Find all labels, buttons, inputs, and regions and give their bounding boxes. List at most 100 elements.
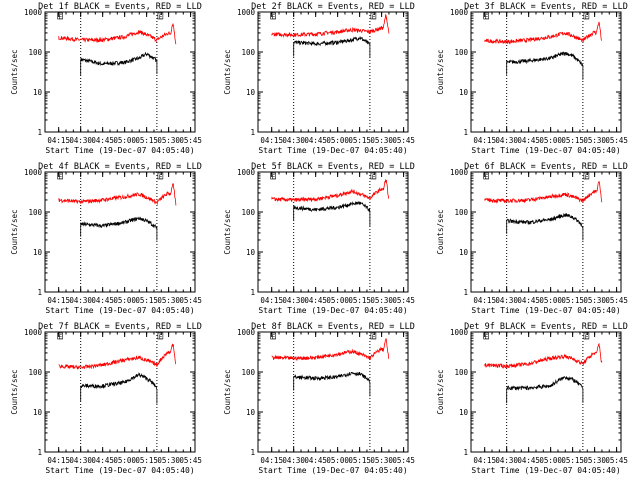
chart-title: Det 9f BLACK = Events, RED = LLD bbox=[464, 322, 628, 332]
x-tick-label: 04:45 bbox=[304, 136, 327, 145]
x-tick-label: 05:45 bbox=[179, 296, 202, 305]
x-tick-label: 04:30 bbox=[69, 136, 92, 145]
events-series-line bbox=[506, 375, 584, 404]
e-marker-label: E bbox=[485, 174, 489, 181]
x-tick-label: 05:45 bbox=[179, 136, 202, 145]
e-marker-box bbox=[57, 12, 63, 20]
x-axis-label: Start Time (19-Dec-07 04:05:40) bbox=[45, 306, 194, 315]
chart-panel-5: Det 5f BLACK = Events, RED = LLD 1 10 100 10… bbox=[223, 162, 415, 315]
x-tick-label: 05:45 bbox=[179, 456, 202, 465]
y-tick-label: 1 bbox=[250, 448, 255, 457]
x-tick-label: 04:15 bbox=[473, 136, 496, 145]
x-tick-label: 05:30 bbox=[370, 456, 393, 465]
x-tick-label: 05:00 bbox=[113, 296, 136, 305]
x-tick-label: 04:30 bbox=[282, 456, 305, 465]
x-tick-label: 05:30 bbox=[157, 456, 180, 465]
y-tick-label: 1 bbox=[250, 288, 255, 297]
e-marker-box bbox=[157, 12, 164, 20]
y-tick-label: 100 bbox=[454, 208, 468, 217]
y-axis-label: Counts/sec bbox=[436, 49, 445, 94]
y-tick-label: 10 bbox=[33, 248, 43, 257]
x-tick-label: 04:45 bbox=[517, 456, 540, 465]
chart-panel-6: Det 6f BLACK = Events, RED = LLD 1 10 100 10… bbox=[436, 162, 628, 315]
plot-frame bbox=[257, 11, 409, 133]
x-tick-label: 05:45 bbox=[605, 456, 628, 465]
e-marker-label: E bbox=[485, 334, 489, 341]
lld-series-line bbox=[58, 343, 177, 370]
x-axis-label: Start Time (19-Dec-07 04:05:40) bbox=[471, 466, 620, 475]
e-marker-label: E bbox=[272, 174, 276, 181]
x-tick-label: 05:30 bbox=[370, 136, 393, 145]
y-tick-label: 100 bbox=[241, 208, 255, 217]
e-marker-box bbox=[270, 332, 276, 340]
e-marker-label: E bbox=[59, 174, 63, 181]
e-marker-box bbox=[370, 332, 377, 340]
x-tick-label: 05:00 bbox=[113, 136, 136, 145]
y-tick-label: 1 bbox=[463, 288, 468, 297]
x-tick-label: 05:00 bbox=[539, 136, 562, 145]
e-marker-box bbox=[57, 172, 63, 180]
y-tick-label: 10 bbox=[246, 248, 256, 257]
e-marker-label: E bbox=[159, 334, 163, 341]
chart-panel-7: Det 7f BLACK = Events, RED = LLD 1 10 100 10… bbox=[10, 322, 202, 475]
e-marker-box bbox=[583, 172, 590, 180]
chart-panel-4: Det 4f BLACK = Events, RED = LLD 1 10 100 10… bbox=[10, 162, 202, 315]
e-marker-box bbox=[370, 12, 377, 20]
lld-series-line bbox=[271, 14, 390, 38]
x-tick-label: 05:45 bbox=[392, 296, 415, 305]
x-tick-label: 05:30 bbox=[157, 136, 180, 145]
x-tick-label: 04:15 bbox=[260, 136, 283, 145]
x-tick-label: 05:15 bbox=[135, 136, 158, 145]
e-marker-box bbox=[370, 172, 377, 180]
x-axis-label: Start Time (19-Dec-07 04:05:40) bbox=[471, 146, 620, 155]
chart-title: Det 3f BLACK = Events, RED = LLD bbox=[464, 2, 628, 12]
y-tick-label: 1000 bbox=[24, 328, 43, 337]
x-tick-label: 05:15 bbox=[561, 136, 584, 145]
e-marker-label: E bbox=[372, 174, 376, 181]
chart-panel-9: Det 9f BLACK = Events, RED = LLD 1 10 100 10… bbox=[436, 322, 628, 475]
x-tick-label: 04:45 bbox=[517, 296, 540, 305]
y-tick-label: 10 bbox=[246, 408, 256, 417]
x-tick-label: 04:45 bbox=[517, 136, 540, 145]
y-tick-label: 10 bbox=[459, 88, 469, 97]
y-axis-label: Counts/sec bbox=[10, 369, 19, 414]
y-tick-label: 1 bbox=[463, 448, 468, 457]
x-tick-label: 05:15 bbox=[348, 296, 371, 305]
x-tick-label: 05:30 bbox=[370, 296, 393, 305]
y-tick-label: 100 bbox=[28, 208, 42, 217]
x-tick-label: 04:30 bbox=[69, 456, 92, 465]
e-marker-box bbox=[270, 172, 276, 180]
x-axis-label: Start Time (19-Dec-07 04:05:40) bbox=[258, 146, 407, 155]
y-tick-label: 1000 bbox=[237, 8, 256, 17]
e-marker-label: E bbox=[159, 14, 163, 21]
y-tick-label: 1000 bbox=[450, 168, 469, 177]
x-tick-label: 05:15 bbox=[348, 456, 371, 465]
plot-frame bbox=[470, 171, 622, 293]
lld-series-line bbox=[58, 183, 177, 206]
y-axis-label: Counts/sec bbox=[436, 369, 445, 414]
e-marker-box bbox=[157, 172, 164, 180]
y-axis-label: Counts/sec bbox=[223, 209, 232, 254]
e-marker-box bbox=[583, 12, 590, 20]
plot-frame bbox=[44, 11, 196, 133]
e-marker-box bbox=[483, 332, 489, 340]
y-tick-label: 1 bbox=[37, 288, 42, 297]
e-marker-label: E bbox=[585, 14, 589, 21]
x-tick-label: 04:15 bbox=[47, 136, 70, 145]
e-marker-label: E bbox=[585, 334, 589, 341]
y-tick-label: 1000 bbox=[450, 328, 469, 337]
chart-panel-3: Det 3f BLACK = Events, RED = LLD 1 10 100 10… bbox=[436, 2, 628, 155]
y-tick-label: 1000 bbox=[450, 8, 469, 17]
y-tick-label: 100 bbox=[454, 48, 468, 57]
e-marker-label: E bbox=[59, 14, 63, 21]
chart-title: Det 8f BLACK = Events, RED = LLD bbox=[251, 322, 415, 332]
y-tick-label: 1 bbox=[37, 448, 42, 457]
chart-title: Det 5f BLACK = Events, RED = LLD bbox=[251, 162, 415, 172]
e-marker-box bbox=[583, 332, 590, 340]
x-tick-label: 05:45 bbox=[392, 136, 415, 145]
lld-series-line bbox=[271, 179, 390, 203]
events-series-line bbox=[506, 51, 584, 80]
x-tick-label: 04:30 bbox=[495, 296, 518, 305]
x-tick-label: 05:15 bbox=[135, 456, 158, 465]
chart-panel-2: Det 2f BLACK = Events, RED = LLD 1 10 100 10… bbox=[223, 2, 415, 155]
